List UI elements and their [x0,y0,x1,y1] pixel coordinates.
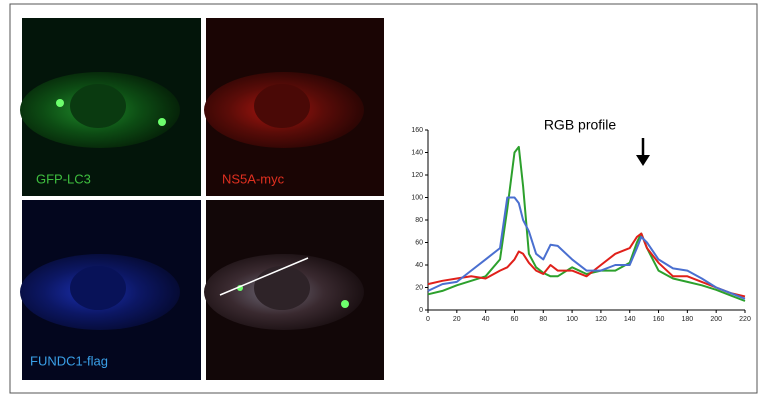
panel-label: NS5A-myc [222,171,285,186]
x-tick-label: 180 [682,316,694,323]
y-tick-label: 140 [411,149,423,156]
data-line [427,145,746,302]
x-tick-label: 0 [426,316,430,323]
puncta [341,300,349,308]
x-tick-label: 220 [739,316,751,323]
y-tick-label: 60 [415,239,423,246]
chart-title: RGB profile [544,117,617,133]
x-tick-label: 20 [453,316,461,323]
data-line [427,196,746,300]
y-tick-label: 40 [415,262,423,269]
x-tick-label: 40 [482,316,490,323]
profile-line [219,257,309,296]
y-tick-label: 20 [415,284,423,291]
x-tick-label: 120 [595,316,607,323]
puncta [56,99,64,107]
arrow [636,138,650,166]
x-tick-label: 160 [653,316,665,323]
micrographs: GFP-LC3 NS5A-myc FUNDC1-flag [20,18,384,380]
x-tick-label: 60 [511,316,519,323]
y-tick-label: 160 [411,127,423,134]
data-line [427,232,746,298]
x-tick-label: 200 [710,316,722,323]
panel-label: FUNDC1-flag [30,353,108,368]
nucleus [70,84,126,128]
nucleus [70,266,126,310]
x-tick-label: 100 [566,316,578,323]
nucleus [254,266,310,310]
y-tick-label: 80 [415,217,423,224]
y-tick-label: 0 [419,307,423,314]
x-tick-label: 140 [624,316,636,323]
x-tick-label: 80 [539,316,547,323]
panel-label: GFP-LC3 [36,171,91,186]
nucleus [254,84,310,128]
y-tick-label: 100 [411,194,423,201]
y-tick-label: 120 [411,172,423,179]
puncta [158,118,166,126]
